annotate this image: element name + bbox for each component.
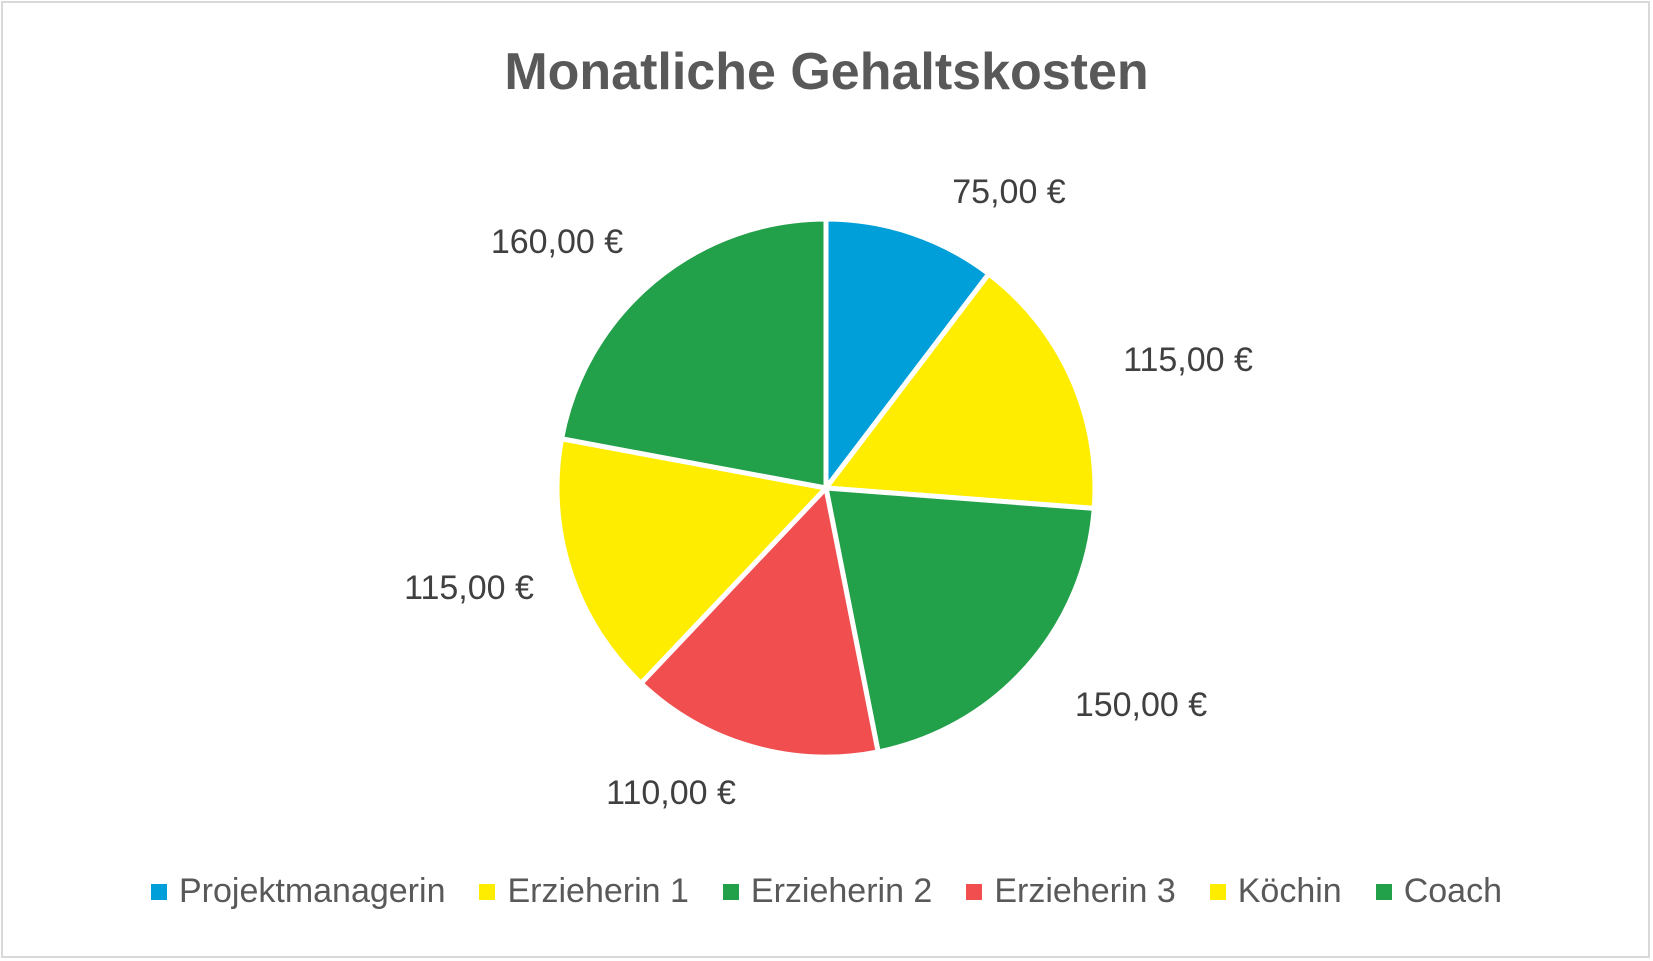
pie-slice-erzieherin-2: [822, 485, 1097, 755]
legend-item: Erzieherin 1: [479, 872, 689, 911]
pie-slice-erzieherin-1: [821, 270, 1098, 512]
legend-label: Köchin: [1237, 872, 1342, 910]
data-label: 110,00 €: [606, 774, 736, 812]
legend-label: Projektmanagerin: [179, 872, 446, 910]
legend-swatch: [1209, 883, 1226, 900]
legend-swatch: [479, 883, 496, 900]
data-label: 160,00 €: [491, 223, 623, 261]
data-label: 115,00 €: [1123, 341, 1253, 379]
data-label: 150,00 €: [1075, 686, 1207, 724]
data-label: 75,00 €: [952, 173, 1066, 211]
pie-slice-projektmanagerin: [823, 216, 993, 496]
pie-slice-erzieherin-3: [637, 482, 882, 760]
legend-item: Köchin: [1209, 872, 1342, 911]
legend: Projektmanagerin Erzieherin 1 Erzieherin 2…: [0, 872, 1653, 911]
legend-label: Erzieherin 3: [994, 872, 1176, 910]
legend-item: Coach: [1375, 872, 1502, 911]
pie-slice-k-chin: [554, 435, 831, 687]
legend-swatch: [1375, 883, 1392, 900]
legend-label: Erzieherin 1: [507, 872, 689, 910]
legend-swatch: [966, 883, 983, 900]
legend-swatch: [151, 883, 167, 900]
legend-swatch: [722, 883, 739, 900]
legend-item: Erzieherin 2: [722, 872, 933, 911]
legend-label: Erzieherin 2: [750, 872, 933, 910]
pie-slice-coach: [558, 216, 829, 492]
legend-label: Coach: [1403, 872, 1502, 910]
legend-item: Erzieherin 3: [966, 872, 1176, 911]
chart-title: Monatliche Gehaltskosten: [504, 43, 1149, 101]
data-label: 115,00 €: [404, 569, 534, 607]
legend-item: Projektmanagerin: [151, 872, 445, 911]
